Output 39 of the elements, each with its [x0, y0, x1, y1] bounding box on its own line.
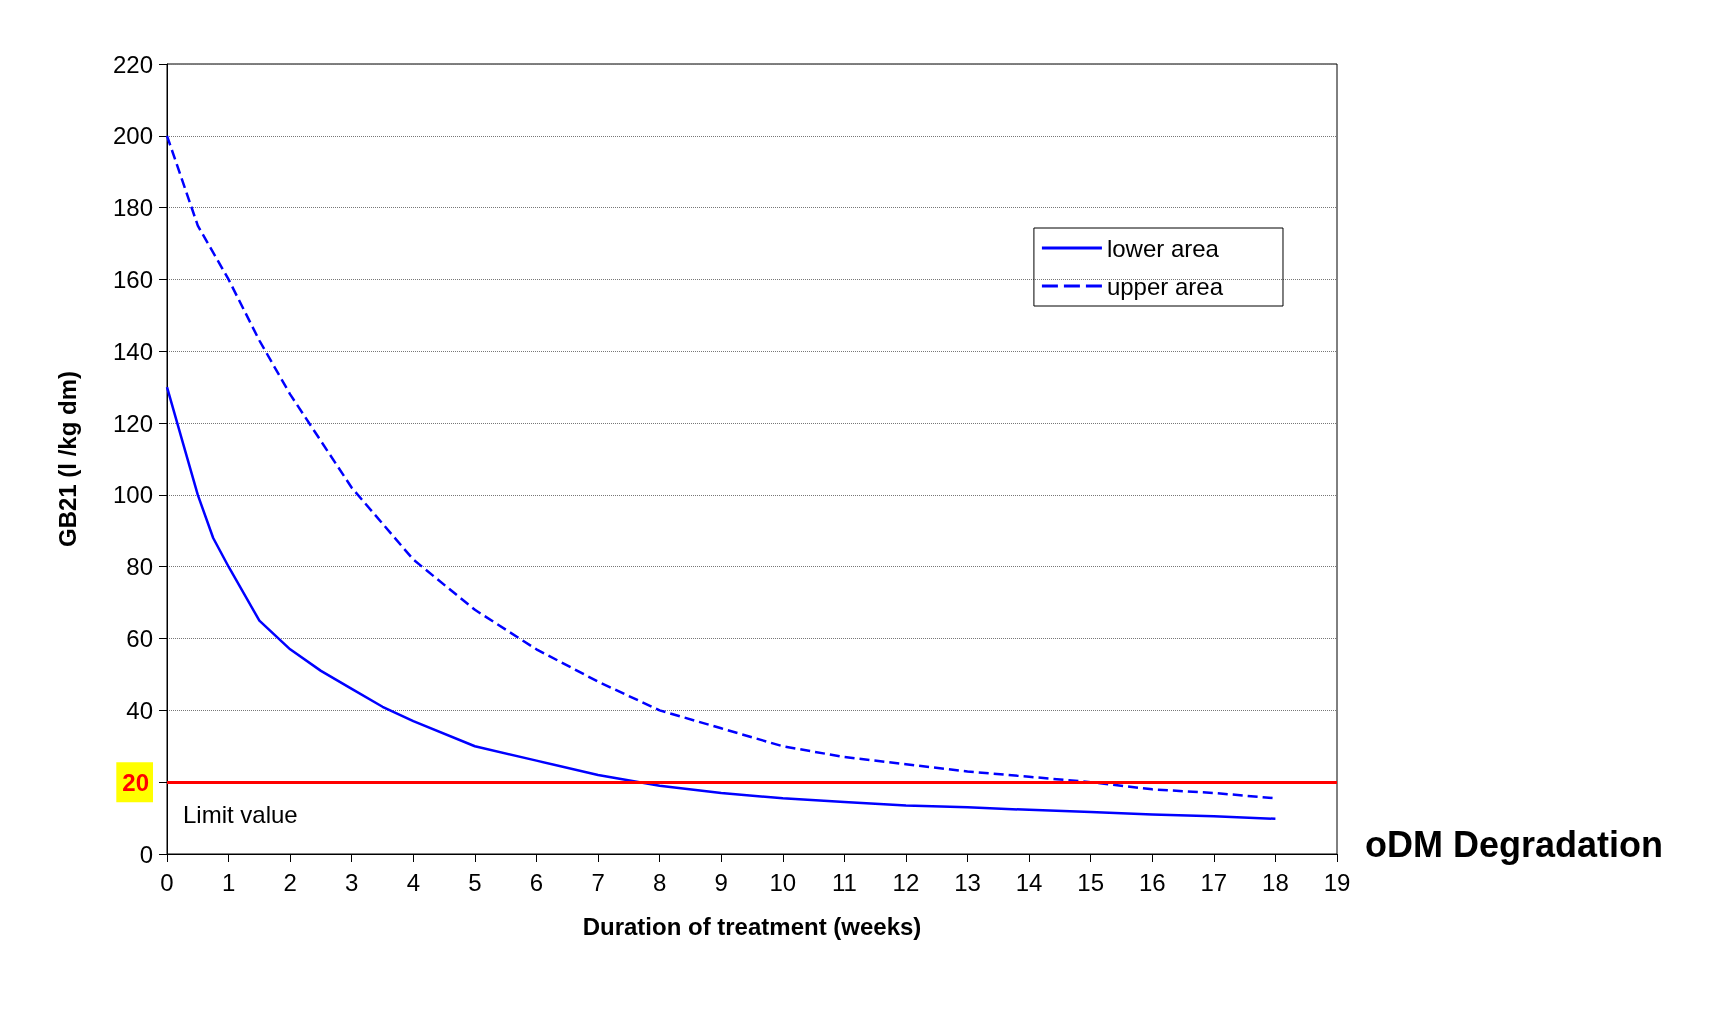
x-tick-label: 14 [1015, 868, 1043, 896]
legend-label: upper area [1106, 272, 1224, 300]
x-tick-label: 19 [1323, 868, 1351, 896]
y-tick-label: 20 [122, 768, 149, 796]
x-tick-label: 1 [221, 868, 236, 896]
y-tick-label: 120 [112, 409, 153, 437]
y-tick-label: 180 [112, 194, 153, 222]
x-tick-label: 4 [406, 868, 420, 896]
x-tick-label: 17 [1200, 868, 1228, 896]
y-tick-label: 160 [112, 265, 153, 293]
x-axis-title: Duration of treatment (weeks) [582, 912, 922, 940]
x-tick-label: 8 [652, 868, 667, 896]
text: oDM Degradation [1365, 823, 1664, 865]
ref-line-label: Limit value [183, 800, 298, 828]
y-tick-label: 80 [126, 553, 153, 581]
x-tick-label: 6 [529, 868, 544, 896]
x-tick-label: 2 [283, 868, 297, 896]
y-tick-label: 220 [112, 50, 153, 78]
x-tick-label: 5 [468, 868, 482, 896]
y-tick-label: 0 [139, 840, 153, 868]
x-tick-label: 9 [714, 868, 728, 896]
x-tick-label: 11 [831, 868, 857, 896]
x-tick-label: 3 [345, 868, 359, 896]
line-series [165, 385, 1277, 821]
x-tick-label: 12 [892, 868, 920, 896]
y-tick-label: 140 [112, 337, 153, 365]
x-tick-label: 16 [1138, 868, 1166, 896]
x-tick-label: 18 [1262, 868, 1289, 896]
y-axis-title: GB21 (l /kg dm) [53, 370, 81, 548]
y-tick-label: 40 [126, 696, 153, 724]
y-tick-label: 100 [112, 481, 153, 509]
y-tick-label: 200 [112, 122, 153, 150]
x-tick-label: 15 [1077, 868, 1105, 896]
y-tick-label: 60 [126, 625, 153, 653]
x-tick-label: 0 [160, 868, 174, 896]
x-tick-label: 7 [591, 868, 605, 896]
legend-label: lower area [1106, 234, 1220, 262]
x-tick-label: 10 [769, 868, 797, 896]
x-tick-label: 13 [954, 868, 981, 896]
